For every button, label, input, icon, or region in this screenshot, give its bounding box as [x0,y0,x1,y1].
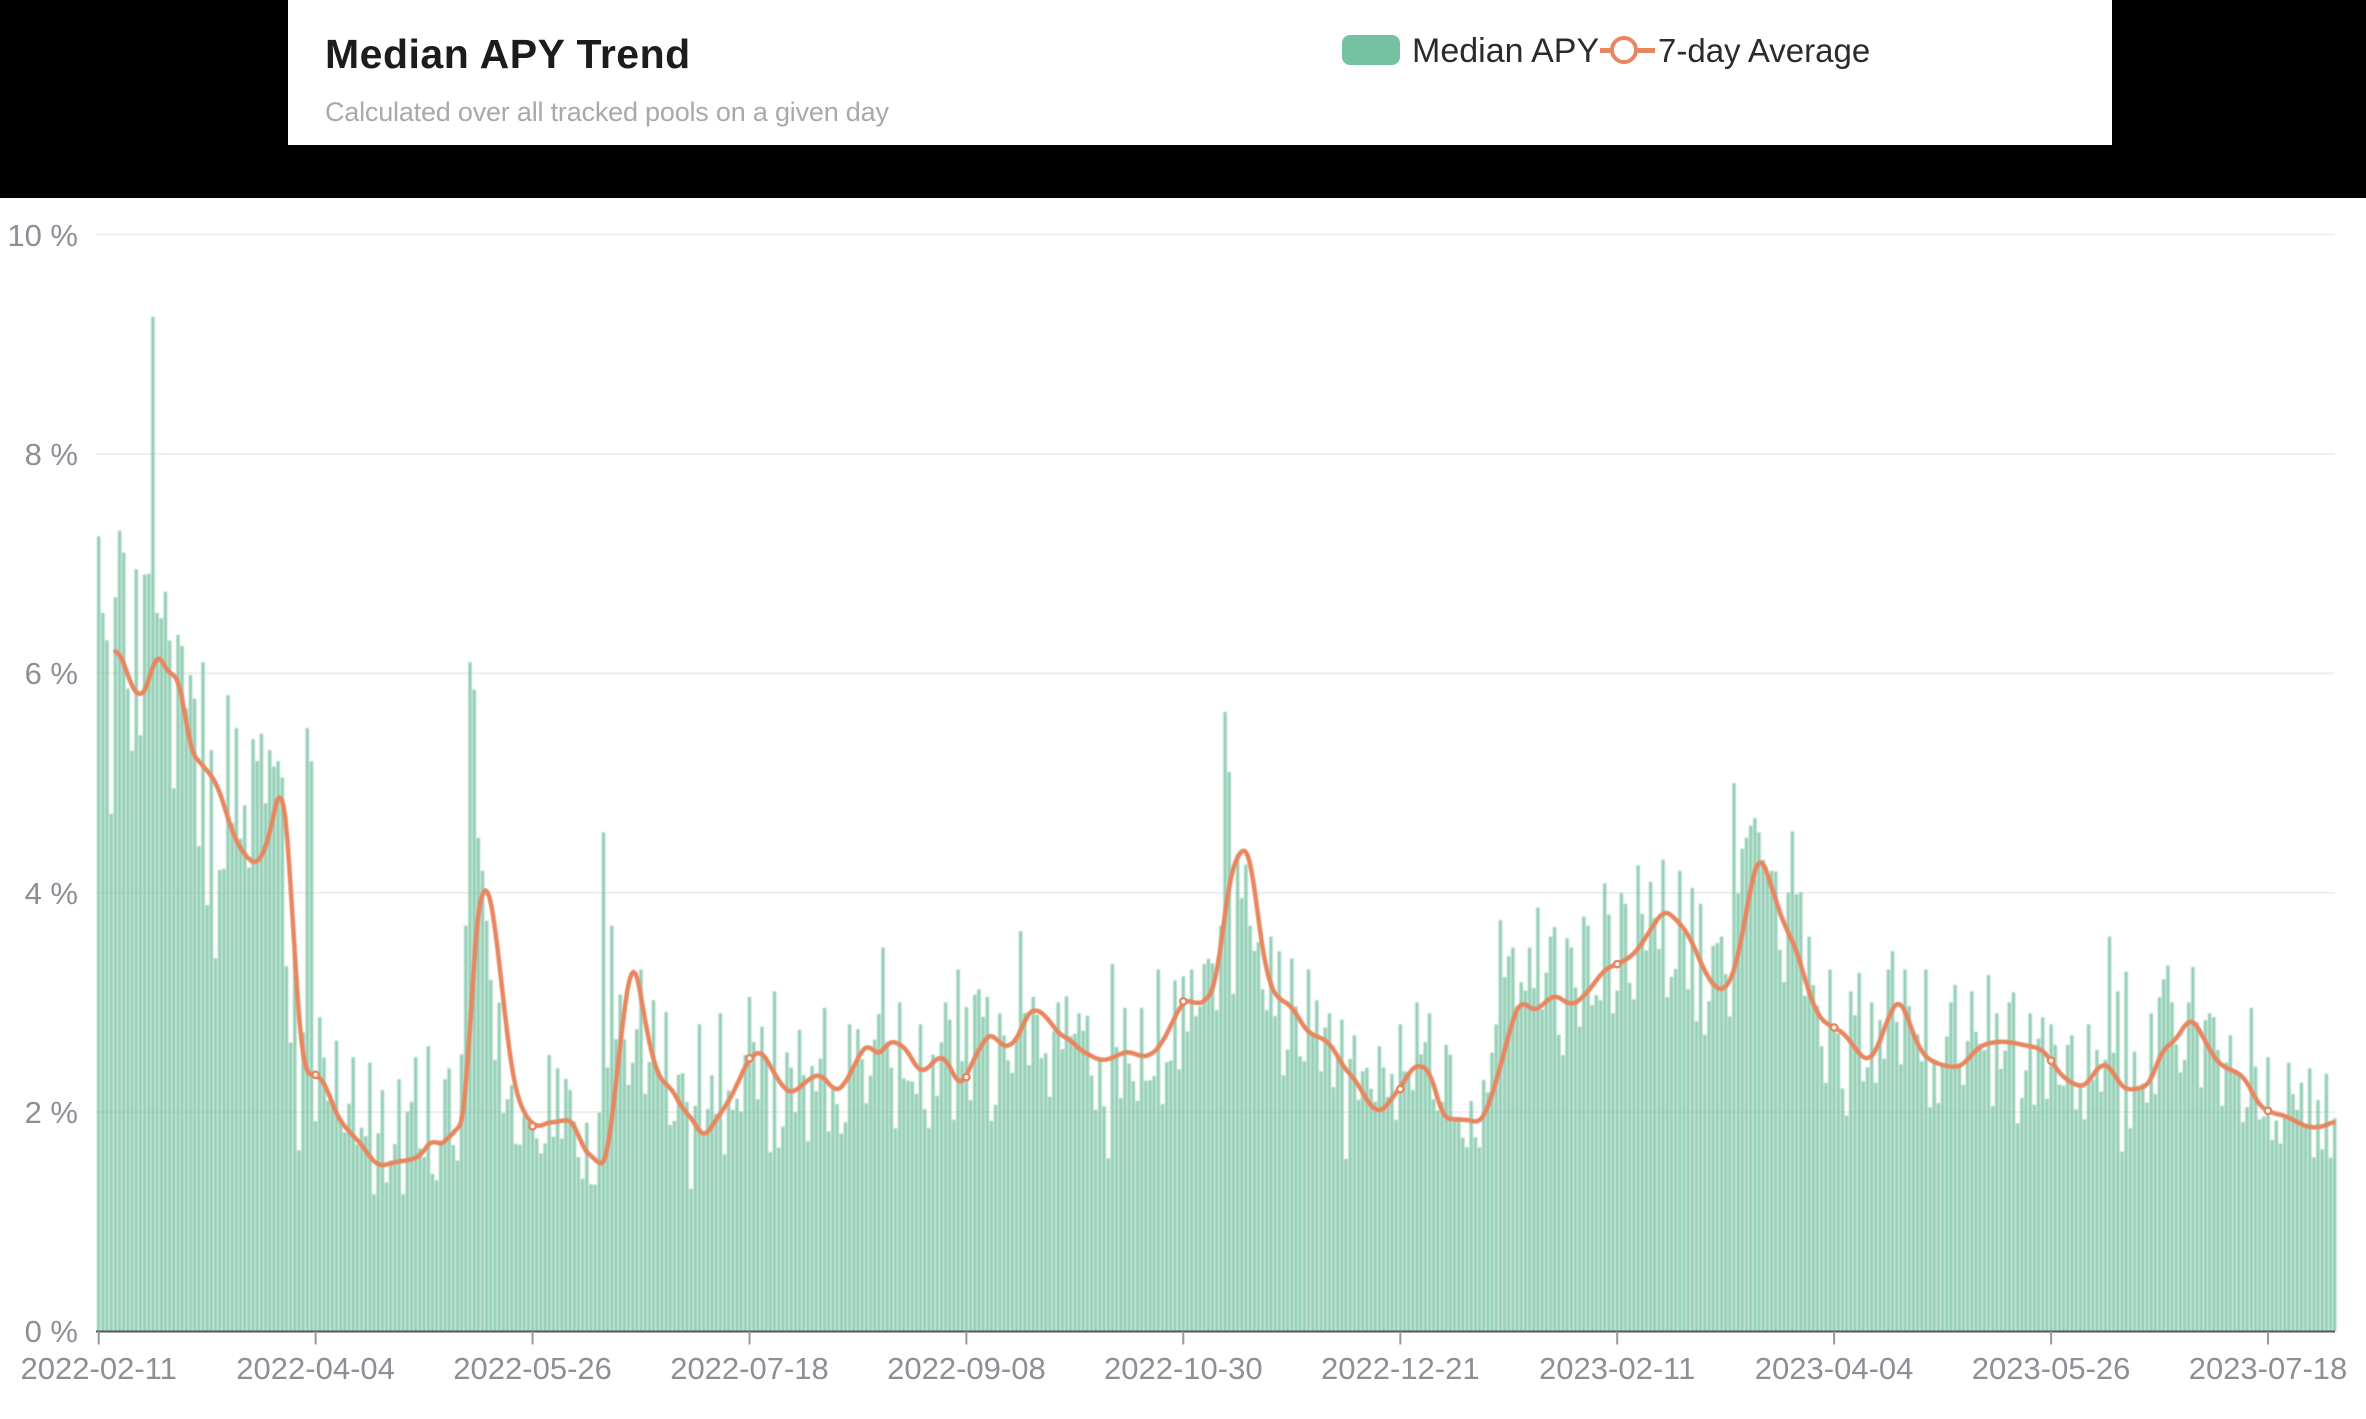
svg-text:2 %: 2 % [25,1095,78,1130]
svg-text:0 %: 0 % [25,1314,78,1349]
svg-text:6 %: 6 % [25,656,78,691]
svg-text:2022-09-08: 2022-09-08 [887,1351,1046,1386]
svg-text:10 %: 10 % [7,218,78,253]
svg-text:8 %: 8 % [25,437,78,472]
svg-text:2022-02-11: 2022-02-11 [21,1351,177,1386]
svg-text:2022-04-04: 2022-04-04 [236,1351,395,1386]
svg-text:2022-12-21: 2022-12-21 [1321,1351,1480,1386]
svg-text:2023-02-11: 2023-02-11 [1539,1351,1695,1386]
svg-text:2022-07-18: 2022-07-18 [670,1351,829,1386]
svg-text:2022-05-26: 2022-05-26 [453,1351,612,1386]
svg-text:4 %: 4 % [25,876,78,911]
svg-text:2023-04-04: 2023-04-04 [1755,1351,1914,1386]
svg-text:2023-07-18: 2023-07-18 [2189,1351,2348,1386]
svg-text:2023-05-26: 2023-05-26 [1972,1351,2131,1386]
svg-text:2022-10-30: 2022-10-30 [1104,1351,1263,1386]
